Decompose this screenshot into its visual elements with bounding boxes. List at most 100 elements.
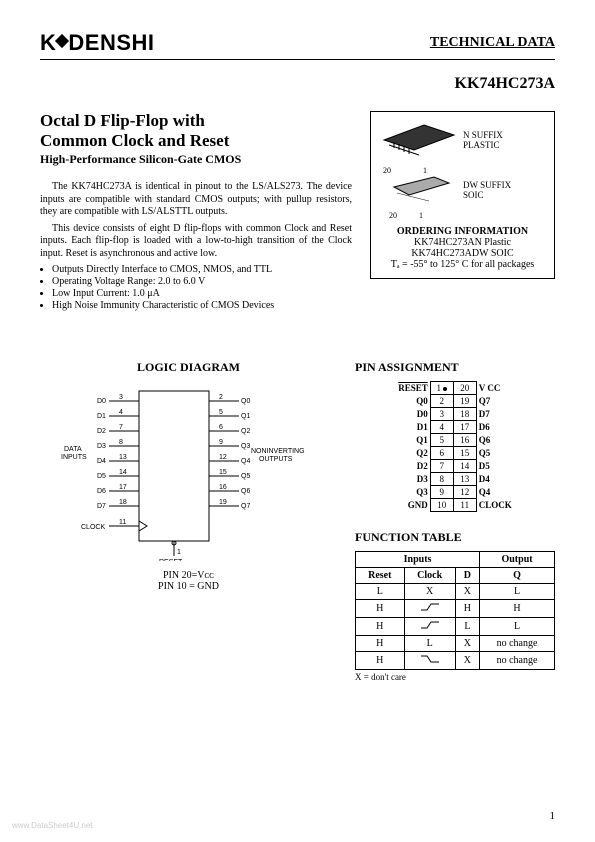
svg-text:17: 17: [119, 484, 127, 491]
data-inputs-label: DATA: [64, 446, 82, 453]
inputs-header: Inputs: [356, 552, 480, 568]
table-cell: X: [455, 584, 479, 600]
doc-type: TECHNICAL DATA: [430, 35, 555, 51]
pin-right-num: 15: [453, 447, 476, 460]
svg-text:D6: D6: [97, 488, 106, 495]
list-item: High Noise Immunity Characteristic of CM…: [52, 300, 352, 311]
logo-prefix: K: [40, 30, 56, 56]
table-cell: L: [356, 584, 405, 600]
svg-text:Q5: Q5: [241, 473, 250, 480]
table-cell: X: [455, 636, 479, 652]
svg-text:5: 5: [219, 409, 223, 416]
pin-left-num: 7: [430, 460, 453, 473]
pin-left-num: 4: [430, 421, 453, 434]
table-cell: H: [455, 600, 479, 618]
table-cell: H: [356, 600, 405, 618]
pin-left-num: 5: [430, 434, 453, 447]
svg-text:6: 6: [219, 424, 223, 431]
table-cell: X: [404, 584, 455, 600]
pin-right-label: Q7: [476, 395, 516, 408]
table-cell: L: [480, 618, 555, 636]
header: K DENSHI TECHNICAL DATA: [40, 30, 555, 60]
svg-text:13: 13: [119, 454, 127, 461]
pin-right-num: 20: [453, 382, 476, 395]
svg-text:2: 2: [219, 394, 223, 401]
dw-suffix-label2: SOIC: [463, 190, 511, 200]
package-box: N SUFFIX PLASTIC 20 1 DW SUFFIX SOIC: [370, 111, 555, 279]
watermark: www.DataSheet4U.net: [12, 821, 93, 830]
reset-pin: 1: [177, 549, 181, 556]
col-q: Q: [480, 568, 555, 584]
svg-text:D1: D1: [97, 413, 106, 420]
ordering-line1: KK74HC273AN Plastic: [379, 237, 546, 248]
svg-text:Q0: Q0: [241, 398, 250, 405]
soic-package-icon: [379, 175, 459, 205]
svg-text:Q4: Q4: [241, 458, 250, 465]
pin-right-label: Q4: [476, 486, 516, 499]
pin-left-label: Q1: [394, 434, 430, 447]
outputs-label2: OUTPUTS: [259, 456, 293, 463]
pin-left-num: 8: [430, 473, 453, 486]
pin-left-label: D3: [394, 473, 430, 486]
svg-text:D5: D5: [97, 473, 106, 480]
pin-left-label: D0: [394, 408, 430, 421]
logic-diagram-svg: 11 CLOCK RESET 1 DATA INPUTS NONINVERTIN…: [59, 381, 319, 561]
svg-text:14: 14: [119, 469, 127, 476]
pin-left-num: 2: [430, 395, 453, 408]
pin-1-label: 1: [423, 166, 427, 175]
svg-text:19: 19: [219, 499, 227, 506]
pin-right-label: CLOCK: [476, 499, 516, 512]
svg-text:D0: D0: [97, 398, 106, 405]
table-cell: L: [455, 618, 479, 636]
table-cell: H: [356, 636, 405, 652]
svg-text:D2: D2: [97, 428, 106, 435]
part-number: KK74HC273A: [40, 75, 555, 93]
logic-caption1: PIN 20=Vᴄᴄ: [40, 570, 337, 581]
dip-package-icon: [379, 120, 459, 160]
pin-right-label: D7: [476, 408, 516, 421]
pin-left-label: GND: [394, 499, 430, 512]
pin-left-label: Q3: [394, 486, 430, 499]
col-reset: Reset: [356, 568, 405, 584]
output-header: Output: [480, 552, 555, 568]
n-suffix-label2: PLASTIC: [463, 140, 503, 150]
svg-text:12: 12: [219, 454, 227, 461]
function-table: Inputs Output Reset Clock D Q LXXLHHHHLL…: [355, 551, 555, 670]
pin-assignment-title: PIN ASSIGNMENT: [355, 360, 555, 375]
pin-right-num: 11: [453, 499, 476, 512]
function-table-title: FUNCTION TABLE: [355, 530, 555, 545]
clock-pin: 11: [119, 519, 126, 526]
svg-text:Q7: Q7: [241, 503, 250, 510]
pin-right-label: V CC: [476, 382, 516, 395]
pin-right-num: 12: [453, 486, 476, 499]
table-cell: H: [356, 652, 405, 670]
svg-text:D3: D3: [97, 443, 106, 450]
svg-text:3: 3: [119, 394, 123, 401]
ordering-line2: KK74HC273ADW SOIC: [379, 248, 546, 259]
svg-text:16: 16: [219, 484, 227, 491]
col-d: D: [455, 568, 479, 584]
reset-label: RESET: [159, 559, 183, 561]
pin-right-label: D6: [476, 421, 516, 434]
pin-20-label-2: 20: [389, 211, 397, 220]
table-cell: H: [356, 618, 405, 636]
n-suffix-label1: N SUFFIX: [463, 130, 503, 140]
svg-text:Q1: Q1: [241, 413, 250, 420]
outputs-label1: NONINVERTING: [251, 448, 305, 455]
pin-right-num: 16: [453, 434, 476, 447]
logic-caption2: PIN 10 = GND: [40, 581, 337, 592]
pin-right-label: Q6: [476, 434, 516, 447]
list-item: Operating Voltage Range: 2.0 to 6.0 V: [52, 276, 352, 287]
data-inputs-label2: INPUTS: [61, 454, 87, 461]
table-cell: X: [455, 652, 479, 670]
svg-text:Q3: Q3: [241, 443, 250, 450]
table-cell: [404, 652, 455, 670]
pin-left-label: Q2: [394, 447, 430, 460]
company-logo: K DENSHI: [40, 30, 155, 56]
logo-diamond-icon: [55, 34, 69, 48]
pin-right-num: 18: [453, 408, 476, 421]
svg-text:18: 18: [119, 499, 127, 506]
svg-text:Q6: Q6: [241, 488, 250, 495]
table-cell: L: [480, 584, 555, 600]
pin-left-label: Q0: [394, 395, 430, 408]
